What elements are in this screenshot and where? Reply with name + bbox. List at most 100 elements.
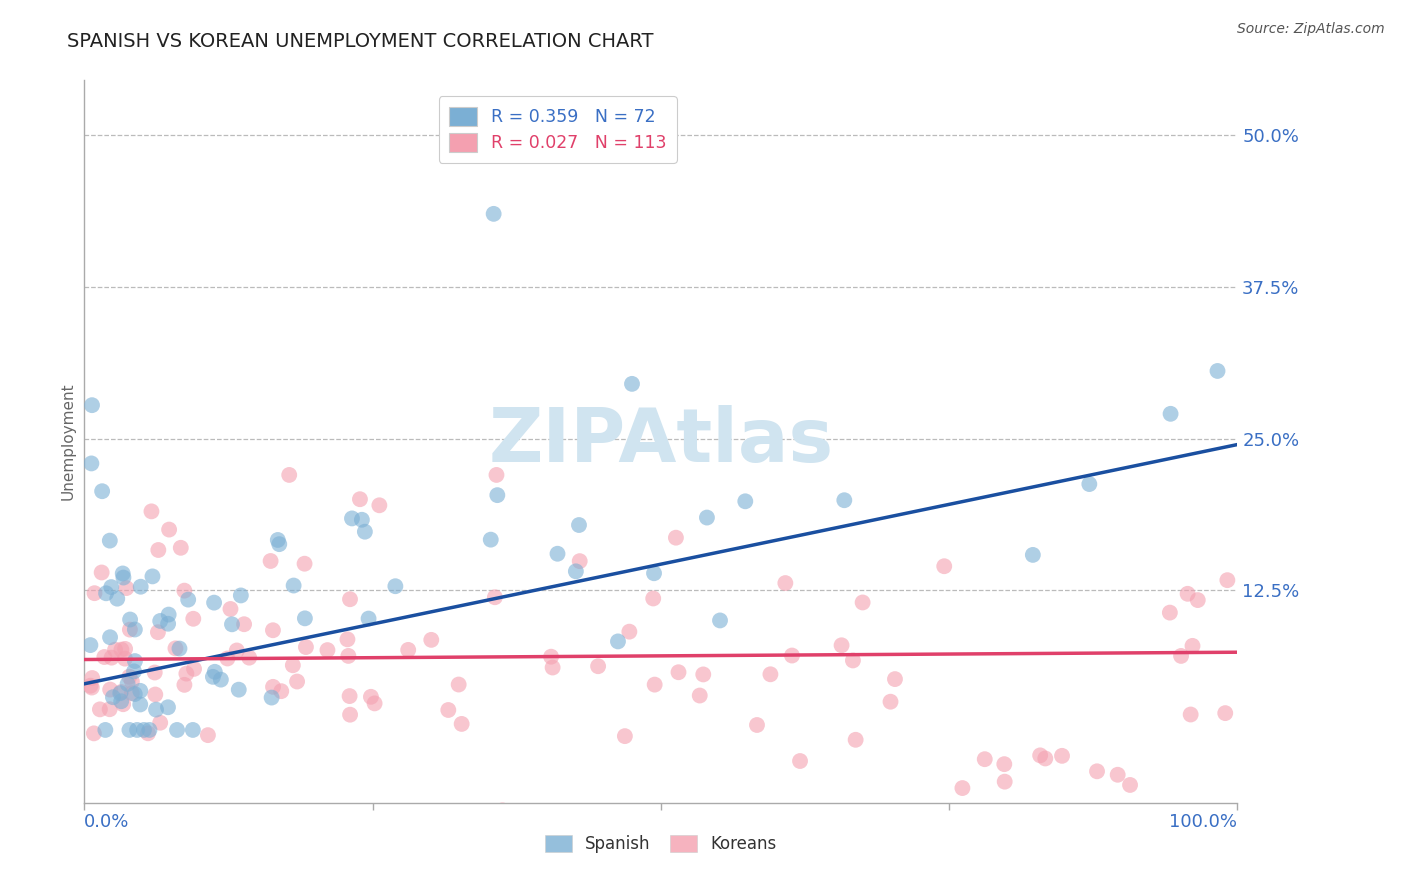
Point	[94, 586, 117, 600]
Point	[884, 672, 907, 686]
Point	[934, 559, 956, 574]
Point	[437, 703, 460, 717]
Point	[621, 376, 644, 391]
Point	[831, 638, 853, 652]
Point	[339, 689, 361, 703]
Point	[665, 531, 688, 545]
Point	[259, 554, 281, 568]
Point	[209, 673, 232, 687]
Point	[643, 566, 665, 581]
Point	[163, 826, 186, 840]
Point	[197, 728, 219, 742]
Point	[349, 492, 371, 507]
Point	[484, 591, 506, 605]
Point	[789, 754, 811, 768]
Point	[217, 651, 239, 665]
Point	[485, 467, 508, 482]
Point	[89, 702, 111, 716]
Point	[100, 580, 122, 594]
Point	[143, 665, 166, 680]
Point	[350, 513, 373, 527]
Point	[285, 674, 308, 689]
Point	[1213, 706, 1236, 720]
Point	[112, 570, 135, 584]
Point	[201, 670, 224, 684]
Point	[176, 666, 198, 681]
Point	[129, 580, 152, 594]
Point	[482, 207, 505, 221]
Point	[98, 630, 121, 644]
Point	[115, 581, 138, 595]
Point	[1206, 364, 1229, 378]
Point	[541, 660, 564, 674]
Point	[121, 674, 143, 689]
Point	[80, 681, 103, 695]
Point	[879, 695, 901, 709]
Point	[114, 651, 136, 665]
Point	[143, 688, 166, 702]
Point	[262, 624, 284, 638]
Point	[169, 641, 191, 656]
Point	[1177, 587, 1199, 601]
Point	[339, 592, 361, 607]
Point	[993, 757, 1015, 772]
Point	[607, 634, 630, 648]
Point	[734, 494, 756, 508]
Point	[357, 611, 380, 625]
Point	[1216, 573, 1239, 587]
Point	[1029, 748, 1052, 763]
Point	[122, 665, 145, 679]
Point	[1107, 768, 1129, 782]
Point	[101, 690, 124, 705]
Point	[166, 723, 188, 737]
Point	[145, 703, 167, 717]
Point	[278, 467, 301, 482]
Point	[269, 537, 291, 551]
Point	[1050, 748, 1073, 763]
Point	[93, 650, 115, 665]
Point	[202, 596, 225, 610]
Point	[1160, 407, 1182, 421]
Point	[233, 617, 256, 632]
Point	[643, 591, 665, 606]
Point	[486, 488, 509, 502]
Point	[129, 698, 152, 712]
Point	[225, 643, 247, 657]
Point	[136, 726, 159, 740]
Point	[149, 715, 172, 730]
Point	[129, 683, 152, 698]
Point	[613, 729, 636, 743]
Point	[973, 752, 995, 766]
Point	[124, 623, 146, 637]
Point	[90, 566, 112, 580]
Point	[170, 541, 193, 555]
Point	[696, 510, 718, 524]
Text: 0.0%: 0.0%	[84, 813, 129, 830]
Point	[118, 670, 141, 684]
Point	[1187, 593, 1209, 607]
Point	[1085, 764, 1108, 779]
Legend: Spanish, Koreans: Spanish, Koreans	[538, 828, 783, 860]
Point	[340, 511, 363, 525]
Point	[104, 642, 127, 657]
Point	[619, 624, 641, 639]
Point	[111, 566, 134, 581]
Point	[228, 682, 250, 697]
Point	[295, 640, 318, 654]
Y-axis label: Unemployment: Unemployment	[60, 383, 76, 500]
Point	[127, 723, 149, 737]
Point	[124, 687, 146, 701]
Point	[759, 667, 782, 681]
Point	[141, 504, 163, 518]
Point	[112, 697, 135, 711]
Text: 100.0%: 100.0%	[1170, 813, 1237, 830]
Point	[98, 702, 121, 716]
Point	[181, 612, 204, 626]
Point	[852, 595, 875, 609]
Point	[267, 533, 290, 547]
Point	[118, 623, 141, 637]
Point	[281, 658, 304, 673]
Point	[79, 679, 101, 693]
Point	[294, 557, 316, 571]
Point	[450, 717, 472, 731]
